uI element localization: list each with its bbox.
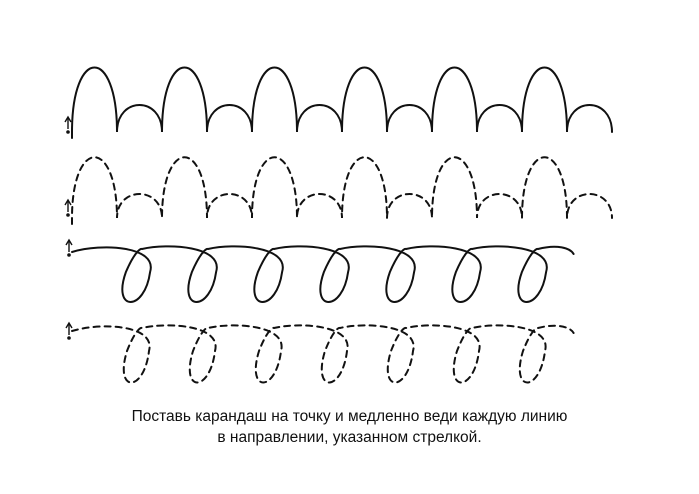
start-dot-icon [67,253,71,257]
trace-row-3-solid-loops [65,238,575,303]
direction-arrow-icon [65,321,73,329]
start-dot-icon [66,130,70,134]
dashed-peak-line [71,156,613,225]
instructions-line-2: в направлении, указанном стрелкой. [217,429,482,446]
trace-row-1-solid-peaks [64,66,613,139]
trace-row-2-dashed-peaks [64,156,613,225]
solid-loop-line [71,245,575,303]
dashed-loop-line [71,324,575,384]
instructions-line-1: Поставь карандаш на точку и медленно вед… [131,408,568,425]
direction-arrow-icon [64,198,72,206]
direction-arrow-icon [65,238,73,246]
start-dot-icon [67,336,71,340]
start-dot-icon [66,213,70,217]
direction-arrow-icon [64,115,72,123]
instructions-text: Поставь карандаш на точку и медленно вед… [0,406,699,448]
trace-row-4-dashed-loops [65,321,575,384]
solid-peak-line [71,66,613,139]
